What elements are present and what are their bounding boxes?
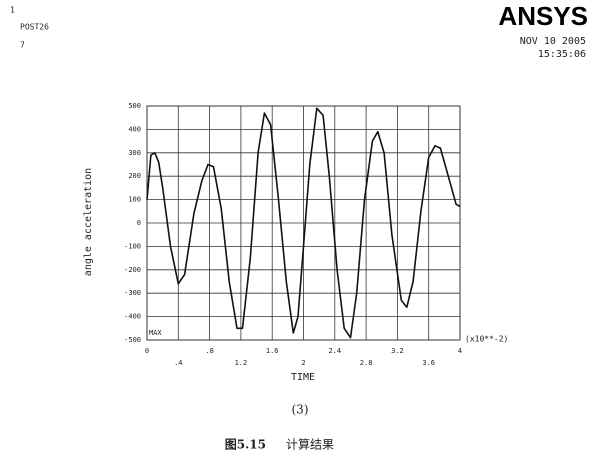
x-axis-label: TIME <box>291 372 315 383</box>
subfigure-label: (3) <box>292 403 309 417</box>
x-tick-label: 0 <box>145 347 149 355</box>
x-tick-label: 3.6 <box>422 359 435 367</box>
y-tick-label: -300 <box>124 289 141 297</box>
caption: 计算结果 <box>286 437 334 452</box>
x-tick-label: 4 <box>458 347 462 355</box>
y-tick-label: 300 <box>128 149 141 157</box>
y-tick-label: -500 <box>124 336 141 344</box>
x-tick-label: 2 <box>301 359 305 367</box>
program: POST26 <box>20 23 49 32</box>
time: 15:35:06 <box>538 49 586 60</box>
x-tick-label: 1.2 <box>235 359 248 367</box>
y-tick-label: -200 <box>124 266 141 274</box>
x-tick-label: 1.6 <box>266 347 279 355</box>
corner-label: MAX <box>149 329 162 337</box>
plot-frame <box>146 105 461 341</box>
plot-number: 1 <box>10 6 15 15</box>
date: NOV 10 2005 <box>520 36 586 47</box>
y-axis-label: angle acceleration <box>83 168 94 276</box>
x-tick-label: .4 <box>174 359 182 367</box>
y-tick-label: 400 <box>128 125 141 133</box>
y-tick-label: 500 <box>128 102 141 110</box>
variable-number: 7 <box>20 41 25 50</box>
y-tick-label: -400 <box>124 313 141 321</box>
x-tick-label: 2.4 <box>328 347 341 355</box>
x-multiplier: (x10**-2) <box>465 335 508 344</box>
x-tick-label: 3.2 <box>391 347 404 355</box>
y-tick-label: 200 <box>128 172 141 180</box>
y-tick-label: 0 <box>137 219 141 227</box>
data-line <box>146 107 461 339</box>
x-tick-label: 2.8 <box>360 359 373 367</box>
logo: ANSYS <box>498 1 588 31</box>
y-tick-label: -100 <box>124 242 141 250</box>
figure-number: 图5.15 <box>225 438 266 452</box>
x-tick-label: .8 <box>205 347 213 355</box>
y-tick-label: 100 <box>128 196 141 204</box>
